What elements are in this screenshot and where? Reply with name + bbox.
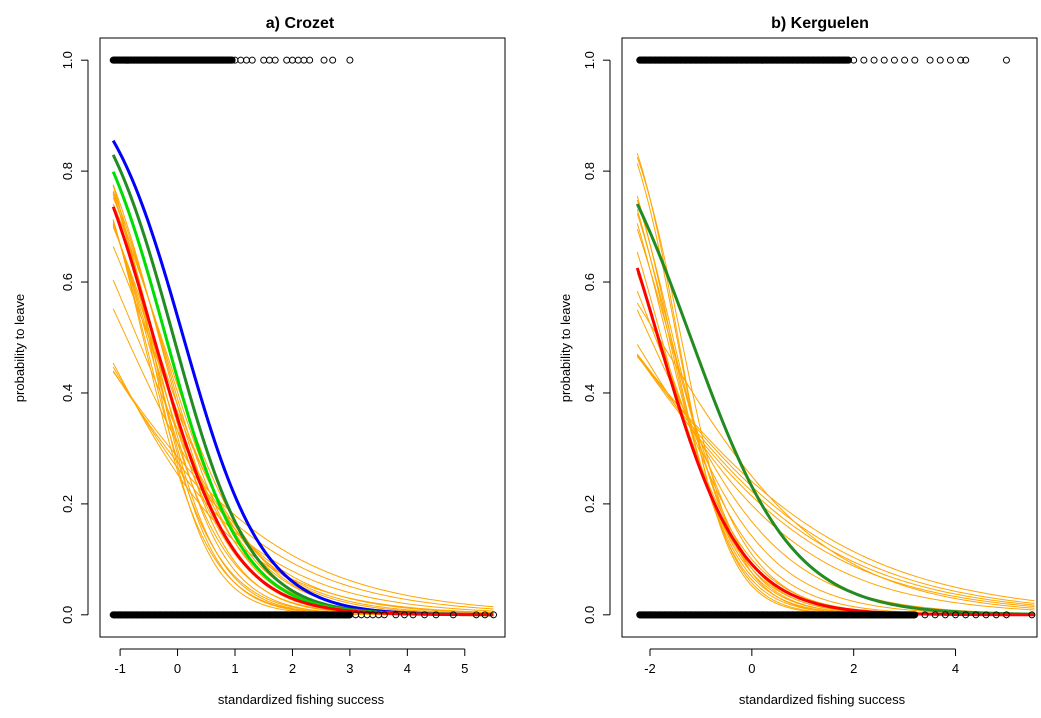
observation-point [1003,57,1009,63]
ensemble-curve [113,223,493,615]
observation-point [947,57,953,63]
y-tick-label: 1.0 [582,51,597,69]
observation-point [238,57,244,63]
x-tick-label: -2 [644,661,656,676]
y-tick-label: 0.0 [60,606,75,624]
ensemble-curve [113,194,493,614]
x-axis: -1 0 1 2 3 4 5 [114,649,468,676]
observation-point [937,57,943,63]
ensemble-curve [113,193,493,615]
observation-point [284,57,290,63]
ensemble-curve [637,355,1034,605]
plot-frame [622,38,1037,637]
observation-point [902,57,908,63]
x-axis: -2 0 2 4 [644,649,959,676]
panel-kerguelen: b) Kerguelen standardized fishing succes… [558,15,1037,707]
ensemble-curve [637,354,1034,603]
observation-point [912,57,918,63]
ensemble-curve [113,246,493,614]
y-tick-label: 1.0 [60,51,75,69]
y-axis: 0.0 0.2 0.4 0.6 0.8 1.0 [582,51,610,624]
observation-point [307,57,313,63]
ensemble-curve [113,191,493,615]
ensemble-curve [113,367,493,611]
ensemble-curve [637,163,1034,614]
x-axis-label: standardized fishing success [218,692,385,707]
ensemble-curves [637,153,1034,614]
ensemble-curve [637,196,1034,615]
observation-points [637,57,1035,618]
ensemble-curve [637,273,1034,615]
y-tick-label: 0.8 [60,162,75,180]
x-tick-label: 5 [461,661,468,676]
observation-point [301,57,307,63]
observation-point [266,57,272,63]
y-axis: 0.0 0.2 0.4 0.6 0.8 1.0 [60,51,88,624]
ensemble-curve [637,344,1034,610]
chart-title: a) Crozet [266,15,335,32]
y-axis-label: probability to leave [12,294,27,402]
y-tick-label: 0.2 [582,495,597,513]
y-tick-label: 0.0 [582,606,597,624]
x-tick-label: 4 [952,661,959,676]
ensemble-curve [113,371,493,609]
observation-point [261,57,267,63]
ensemble-curve [637,270,1034,615]
observation-point [927,57,933,63]
y-tick-label: 0.2 [60,495,75,513]
x-tick-label: 3 [346,661,353,676]
observation-point [861,57,867,63]
x-tick-label: 4 [404,661,411,676]
ensemble-curve [637,356,1034,607]
observation-points [110,57,496,618]
x-tick-label: 2 [850,661,857,676]
ensemble-curve [113,197,493,614]
x-tick-label: 2 [289,661,296,676]
y-tick-label: 0.6 [582,273,597,291]
chart-title: b) Kerguelen [771,15,869,32]
ensemble-curve [637,157,1034,615]
observation-point [272,57,278,63]
highlight-curve [637,268,1034,615]
y-tick-label: 0.4 [582,384,597,402]
panel-crozet: a) Crozet standardized fishing success p… [12,15,505,707]
observation-point [243,57,249,63]
observation-point [871,57,877,63]
ensemble-curve [113,219,493,614]
x-tick-label: -1 [114,661,126,676]
ensemble-curves [113,185,493,615]
observation-point [347,57,353,63]
ensemble-curve [113,363,493,613]
observation-point [891,57,897,63]
y-tick-label: 0.8 [582,162,597,180]
observation-point [321,57,327,63]
ensemble-curve [113,192,493,615]
ensemble-curve [637,153,1034,614]
observation-point [249,57,255,63]
x-tick-label: 0 [748,661,755,676]
x-tick-label: 1 [231,661,238,676]
observation-point [289,57,295,63]
observation-point [330,57,336,63]
x-tick-label: 0 [174,661,181,676]
ensemble-curve [113,186,493,615]
observation-point [881,57,887,63]
y-axis-label: probability to leave [558,294,573,402]
ensemble-curve [637,357,1034,601]
ensemble-curve [637,223,1034,614]
y-tick-label: 0.4 [60,384,75,402]
y-tick-label: 0.6 [60,273,75,291]
x-axis-label: standardized fishing success [739,692,906,707]
observation-point [295,57,301,63]
